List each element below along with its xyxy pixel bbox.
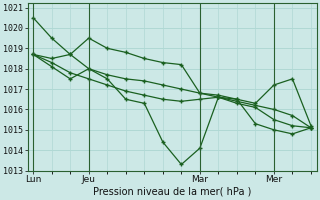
X-axis label: Pression niveau de la mer( hPa ): Pression niveau de la mer( hPa ) bbox=[93, 187, 251, 197]
